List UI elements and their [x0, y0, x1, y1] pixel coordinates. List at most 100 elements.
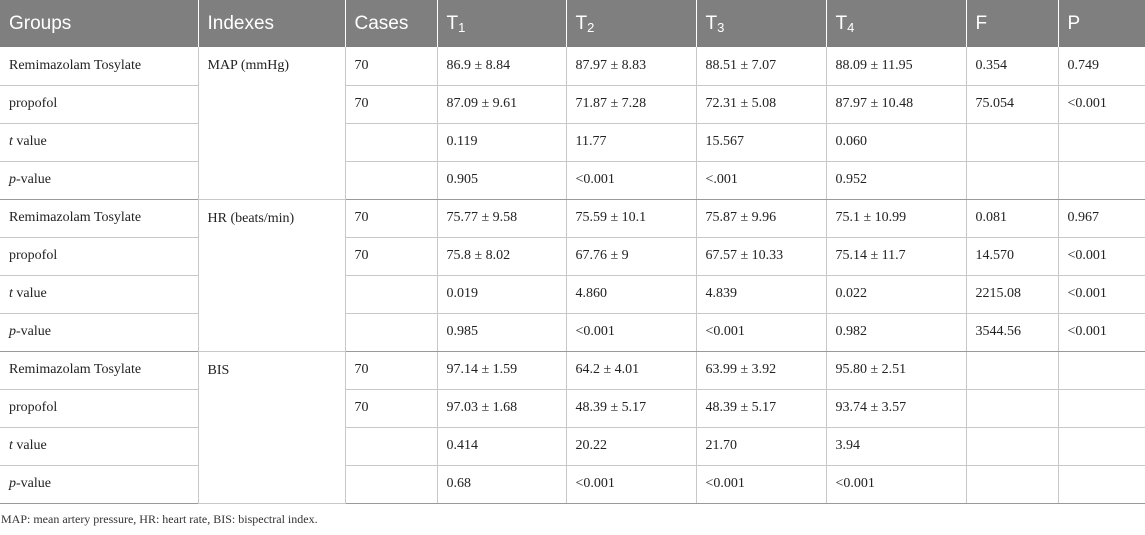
t3-cell: 88.51 ± 7.07: [696, 47, 827, 86]
t1-cell: 0.905: [437, 161, 567, 200]
cases-cell: [345, 123, 438, 162]
f-cell: [966, 465, 1059, 504]
index-cell: BIS: [198, 351, 346, 504]
group-cell-italic: p: [9, 476, 16, 491]
t1-cell: 97.14 ± 1.59: [437, 351, 567, 390]
t1-cell: 75.8 ± 8.02: [437, 237, 567, 276]
p-cell: <0.001: [1058, 237, 1145, 276]
t2-cell: <0.001: [566, 465, 697, 504]
group-cell-text: Remimazolam Tosylate: [9, 210, 142, 225]
cases-cell: 70: [345, 237, 438, 276]
t3-cell: 15.567: [696, 123, 827, 162]
t1-cell: 0.119: [437, 123, 567, 162]
t1-cell: 86.9 ± 8.84: [437, 47, 567, 86]
group-cell: p-value: [0, 161, 199, 200]
t3-cell: 4.839: [696, 275, 827, 314]
table-body: Remimazolam Tosylate MAP (mmHg) 70 86.9 ± 8…: [0, 47, 1145, 504]
t4-cell: 87.97 ± 10.48: [826, 85, 967, 124]
t3-cell: <0.001: [696, 313, 827, 352]
t3-cell: 72.31 ± 5.08: [696, 85, 827, 124]
f-cell: [966, 351, 1059, 390]
cases-cell: [345, 465, 438, 504]
t4-cell: 0.982: [826, 313, 967, 352]
group-cell: t value: [0, 123, 199, 162]
t4-cell: 95.80 ± 2.51: [826, 351, 967, 390]
p-cell: <0.001: [1058, 275, 1145, 314]
header-t2: T2: [566, 0, 697, 47]
group-cell-text: -value: [16, 172, 51, 187]
table-row: t value 0.019 4.860 4.839 0.022 2215.08 <0.001: [0, 275, 1145, 314]
results-table: Groups Indexes Cases T1 T2 T3 T4 F P Rem…: [0, 0, 1145, 504]
t2-cell: <0.001: [566, 313, 697, 352]
p-cell: [1058, 123, 1145, 162]
cases-cell: [345, 313, 438, 352]
header-t4: T4: [826, 0, 967, 47]
group-cell-text: value: [12, 134, 47, 149]
f-cell: 14.570: [966, 237, 1059, 276]
table-row: Remimazolam Tosylate HR (beats/min) 70 75.7…: [0, 199, 1145, 352]
group-cell-text: Remimazolam Tosylate: [9, 362, 142, 377]
group-cell-text: -value: [16, 324, 51, 339]
p-cell: [1058, 465, 1145, 504]
group-cell-text: propofol: [9, 96, 58, 111]
group-cell: propofol: [0, 237, 199, 276]
group-cell-text: Remimazolam Tosylate: [9, 57, 142, 73]
header-row: Groups Indexes Cases T1 T2 T3 T4 F P: [0, 0, 1145, 47]
p-cell: 0.749: [1058, 47, 1145, 86]
group-cell: p-value: [0, 465, 199, 504]
group-cell-italic: t: [9, 438, 13, 453]
header-p: P: [1058, 0, 1145, 47]
t2-cell: 75.59 ± 10.1: [566, 199, 697, 238]
header-cases: Cases: [345, 0, 438, 47]
p-cell: <0.001: [1058, 313, 1145, 352]
f-cell: 75.054: [966, 85, 1059, 124]
p-cell: [1058, 161, 1145, 200]
group-cell-italic: p: [9, 324, 16, 339]
t3-cell: 21.70: [696, 427, 827, 466]
t2-cell: 4.860: [566, 275, 697, 314]
t3-cell: 63.99 ± 3.92: [696, 351, 827, 390]
group-cell-text: -value: [16, 476, 51, 491]
f-cell: 2215.08: [966, 275, 1059, 314]
group-cell-text: propofol: [9, 400, 58, 415]
t2-cell: 71.87 ± 7.28: [566, 85, 697, 124]
t1-cell: 97.03 ± 1.68: [437, 389, 567, 428]
t2-cell: 67.76 ± 9: [566, 237, 697, 276]
p-cell: [1058, 427, 1145, 466]
f-cell: [966, 389, 1059, 428]
p-cell: [1058, 389, 1145, 428]
table-row: propofol 70 97.03 ± 1.68 48.39 ± 5.17 48.39 …: [0, 389, 1145, 428]
group-cell: t value: [0, 275, 199, 314]
header-indexes: Indexes: [198, 0, 346, 47]
t2-cell: 11.77: [566, 123, 697, 162]
group-cell: t value: [0, 427, 199, 466]
cases-cell: [345, 161, 438, 200]
table-row: Remimazolam Tosylate MAP (mmHg) 70 86.9 ± 8…: [0, 47, 1145, 200]
header-t1: T1: [437, 0, 567, 47]
cases-cell: 70: [345, 389, 438, 428]
f-cell: [966, 427, 1059, 466]
table-row: propofol 70 75.8 ± 8.02 67.76 ± 9 67.57 ± 10…: [0, 237, 1145, 276]
t4-cell: 0.952: [826, 161, 967, 200]
t2-cell: 64.2 ± 4.01: [566, 351, 697, 390]
cases-cell: 70: [345, 47, 438, 86]
t1-cell: 0.019: [437, 275, 567, 314]
table-row: Remimazolam Tosylate BIS 70 97.14 ± 1.59 64.…: [0, 351, 1145, 504]
p-cell: [1058, 351, 1145, 390]
cases-cell: 70: [345, 351, 438, 390]
t4-cell: 88.09 ± 11.95: [826, 47, 967, 86]
group-cell: Remimazolam Tosylate: [0, 351, 199, 390]
t2-cell: 87.97 ± 8.83: [566, 47, 697, 86]
group-cell-text: value: [12, 438, 47, 453]
cases-cell: [345, 427, 438, 466]
header-t3: T3: [696, 0, 827, 47]
t1-cell: 0.68: [437, 465, 567, 504]
group-cell-text: value: [12, 286, 47, 301]
group-cell-text: propofol: [9, 248, 58, 263]
header-groups: Groups: [0, 0, 199, 47]
index-cell: HR (beats/min): [198, 199, 346, 352]
group-cell: Remimazolam Tosylate: [0, 199, 199, 238]
table-row: propofol 70 87.09 ± 9.61 71.87 ± 7.28 72.31 …: [0, 85, 1145, 124]
table-row: t value 0.414 20.22 21.70 3.94: [0, 427, 1145, 466]
